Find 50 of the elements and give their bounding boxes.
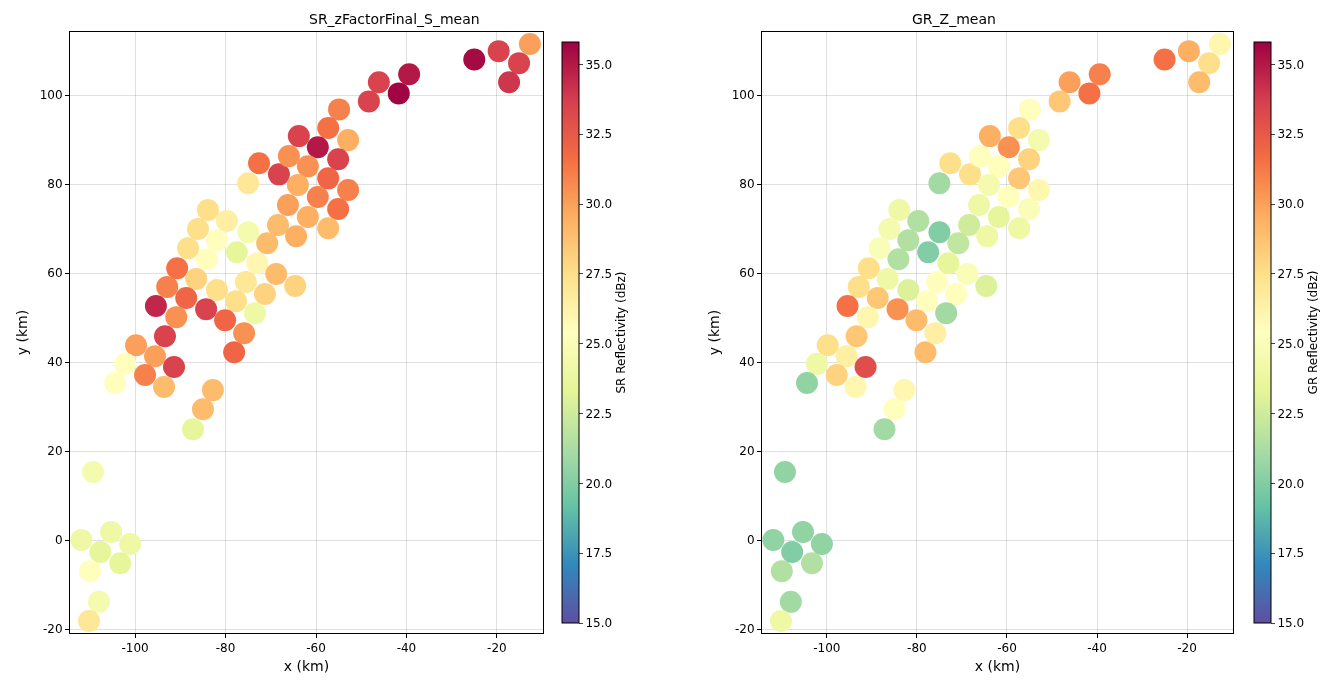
- y-tick-label: 0: [746, 533, 755, 548]
- color-bar-label: 30.0: [585, 197, 613, 212]
- x-axis-title: x (km): [283, 657, 330, 674]
- x-axis-title: x (km): [974, 657, 1021, 674]
- x-tick-label: -20: [487, 641, 507, 656]
- y-tick-label: 0: [54, 533, 63, 548]
- color-bar-label: 30.0: [1277, 197, 1305, 212]
- color-bar-label: 27.5: [1277, 267, 1305, 282]
- x-tick-label: -100: [121, 641, 149, 656]
- color-bar-label: 25.0: [1277, 336, 1305, 351]
- y-axis-title: y (km): [706, 309, 723, 356]
- y-tick-label: -20: [42, 622, 63, 637]
- y-tick-label: -20: [734, 622, 755, 637]
- color-bar-label: 32.5: [585, 127, 613, 142]
- y-tick-label: 80: [739, 177, 755, 192]
- y-tick-label: 60: [739, 266, 755, 281]
- color-bar-label: 20.0: [585, 476, 613, 491]
- color-bar-label: 20.0: [1277, 476, 1305, 491]
- x-tick-label: -60: [997, 641, 1017, 656]
- chart-title: SR_zFactorFinal_S_mean: [309, 11, 480, 27]
- x-tick-label: -40: [396, 641, 417, 656]
- x-tick-label: -80: [215, 641, 236, 656]
- color-bar-label: 25.0: [585, 336, 613, 351]
- color-bar-label: 22.5: [1277, 406, 1305, 421]
- x-tick-label: -20: [1177, 641, 1197, 656]
- y-tick-label: 60: [47, 266, 63, 281]
- y-tick-label: 20: [739, 444, 755, 459]
- y-tick-label: 100: [39, 88, 63, 103]
- color-bar-label: 15.0: [585, 616, 613, 631]
- y-axis-title: y (km): [14, 309, 31, 356]
- color-bar-label: 17.5: [585, 546, 613, 561]
- x-tick-label: -40: [1087, 641, 1107, 656]
- chart-title: GR_Z_mean: [912, 11, 996, 27]
- color-bar-label: 27.5: [585, 267, 613, 282]
- x-tick-label: -80: [907, 641, 927, 656]
- color-bar-label: 35.0: [585, 57, 613, 72]
- color-bar-label: 22.5: [585, 406, 613, 421]
- y-tick-label: 40: [47, 355, 63, 370]
- y-tick-label: 80: [47, 177, 63, 192]
- color-bar-title: GR Reflectivity (dBz): [1306, 270, 1321, 395]
- x-tick-label: -60: [306, 641, 326, 656]
- x-tick-label: -100: [813, 641, 841, 656]
- y-tick-label: 100: [731, 88, 755, 103]
- y-tick-label: 20: [47, 444, 63, 459]
- color-bar-label: 15.0: [1277, 616, 1305, 631]
- color-bar-label: 17.5: [1277, 546, 1305, 561]
- y-tick-label: 40: [739, 355, 755, 370]
- color-bar-label: 35.0: [1277, 57, 1305, 72]
- color-bar-title: SR Reflectivity (dBz): [614, 271, 629, 394]
- color-bar-label: 32.5: [1277, 127, 1305, 142]
